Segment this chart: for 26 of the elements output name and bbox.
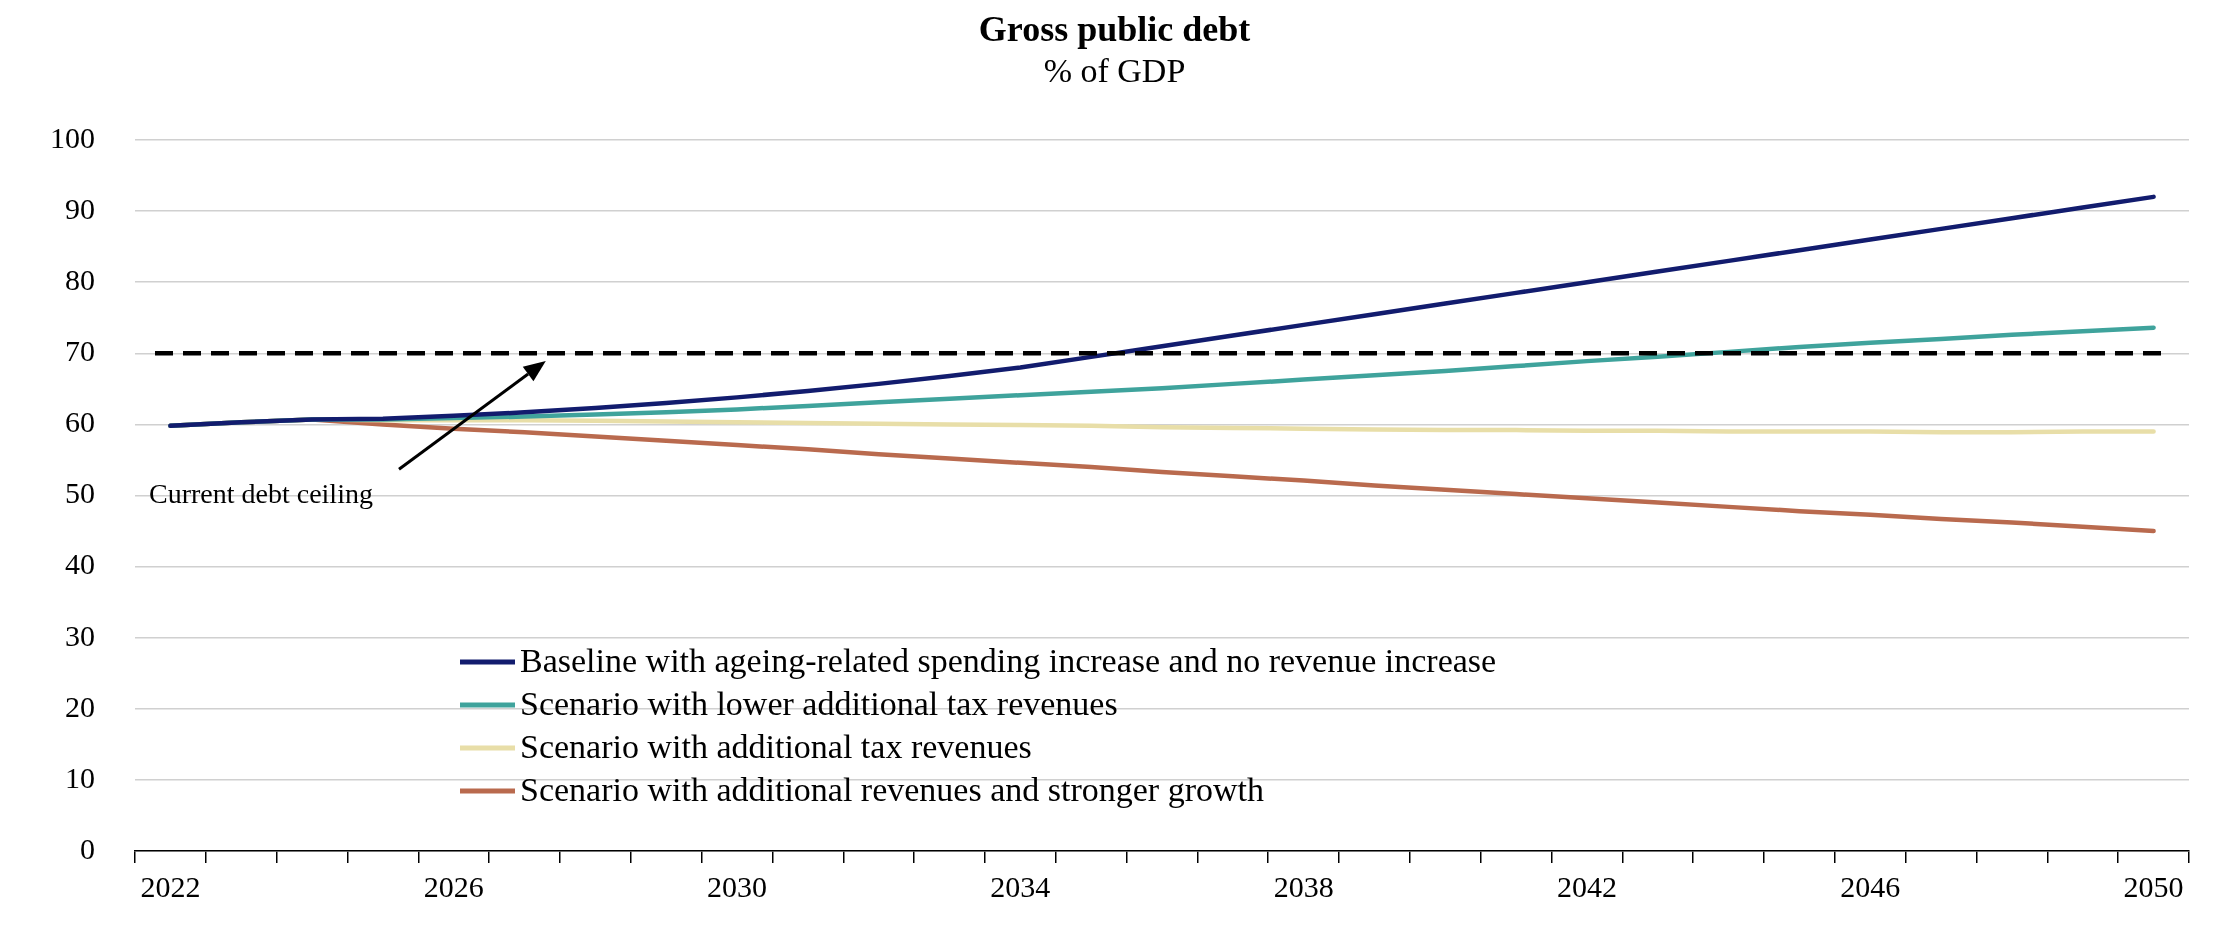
x-tick-label: 2026 [423,869,484,903]
y-tick-label: 70 [65,334,95,368]
x-tick-label: 2042 [1556,869,1617,903]
x-tick-label: 2022 [140,869,201,903]
y-tick-label: 100 [50,120,95,154]
y-tick-label: 10 [65,760,95,794]
legend-label: Scenario with additional tax revenues [520,727,1032,765]
y-tick-label: 50 [65,476,95,510]
legend-label: Scenario with additional revenues and stronger growth [520,770,1265,808]
y-tick-label: 0 [80,831,95,865]
y-tick-label: 60 [65,405,95,439]
x-tick-label: 2038 [1273,869,1334,903]
legend-label: Scenario with lower additional tax revenues [520,684,1118,722]
x-tick-label: 2050 [2123,869,2184,903]
annotation: Current debt ceiling [149,477,373,509]
chart-subtitle: % of GDP [1042,52,1187,90]
x-tick-label: 2034 [990,869,1051,903]
y-tick-label: 80 [65,263,95,297]
y-tick-label: 40 [65,547,95,581]
chart-title: Gross public debt [977,8,1252,50]
y-tick-label: 90 [65,191,95,225]
legend-label: Baseline with ageing-related spending increase and no revenue increase [520,641,1497,679]
x-tick-label: 2046 [1840,869,1901,903]
x-tick-label: 2030 [707,869,768,903]
y-tick-label: 30 [65,618,95,652]
y-tick-label: 20 [65,689,95,723]
